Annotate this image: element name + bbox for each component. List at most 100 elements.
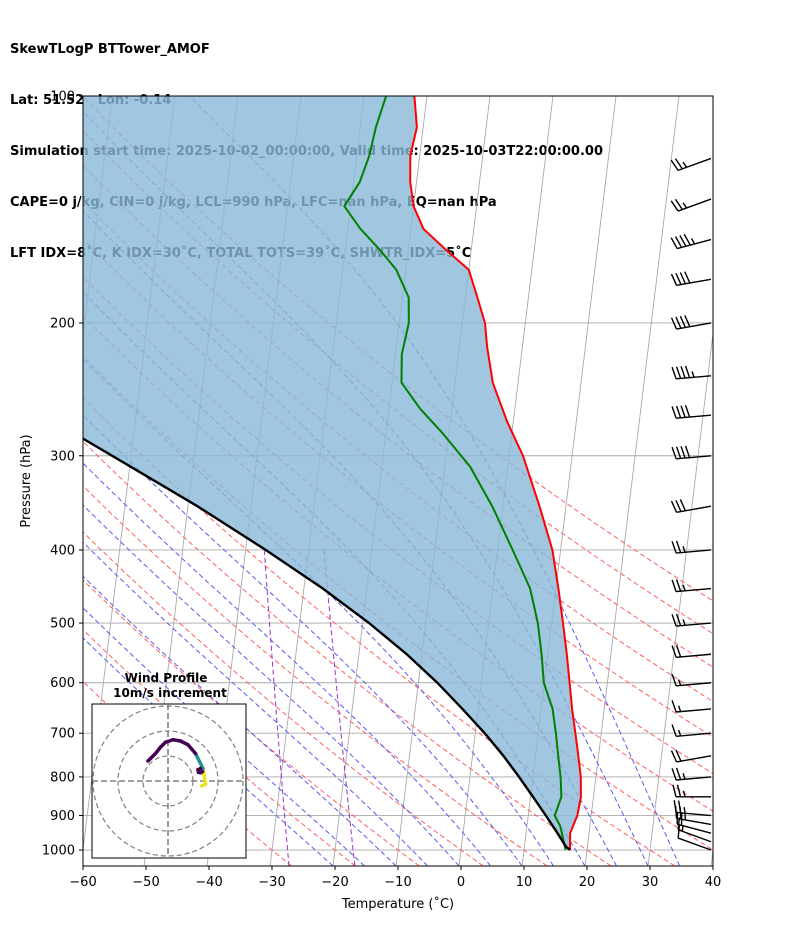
wind-barb-staff [677, 157, 712, 172]
wind-barb-half-feather [682, 202, 688, 209]
wind-barb [677, 825, 712, 851]
moist-adiabat [83, 575, 397, 866]
wind-barb-feather [670, 200, 679, 212]
wind-barb-staff [676, 755, 712, 763]
wind-barb [670, 198, 712, 212]
wind-barb-half-feather [677, 729, 682, 737]
wind-barb-feather [684, 271, 691, 284]
x-tick-label: −40 [195, 875, 222, 890]
parcel-profile-line [83, 437, 571, 851]
wind-barb-feather [680, 446, 686, 459]
wind-barb-feather [671, 366, 677, 380]
wind-barb-feather [675, 767, 682, 780]
wind-barb [670, 499, 712, 514]
wind-barb-feather [675, 316, 682, 329]
x-tick-label: −10 [384, 875, 411, 890]
moist-adiabat [83, 637, 334, 866]
y-tick-label: 1000 [42, 844, 75, 859]
wind-barb-feather [675, 749, 682, 762]
x-tick-label: −60 [69, 875, 96, 890]
wind-barb-feather [675, 366, 682, 379]
wind-barb-staff [676, 776, 712, 781]
wind-barb-feather [675, 499, 682, 512]
wind-barb-staff [677, 829, 712, 843]
wind-barb-feather [671, 406, 677, 419]
wind-barb [671, 644, 712, 658]
wind-barb-feather [670, 500, 678, 513]
wind-barb [671, 579, 712, 593]
y-tick-label: 700 [50, 727, 75, 742]
wind-barb-staff [677, 823, 712, 834]
wind-barb-feather [670, 750, 678, 763]
x-tick-label: −30 [258, 875, 285, 890]
wind-barb-feather [670, 237, 678, 249]
title-station: SkewTLogP BTTower_AMOF [10, 42, 210, 57]
wind-barb-half-feather [682, 790, 686, 797]
wind-barb-feather [671, 446, 677, 460]
moist-adiabat [83, 462, 491, 866]
wind-barb-feather [677, 825, 681, 839]
y-tick-label: 100 [50, 90, 75, 105]
wind-barb-feather [684, 405, 691, 418]
wind-barb-feather [674, 236, 683, 248]
wind-barb-staff [677, 837, 712, 851]
wind-barb-feather [671, 768, 677, 781]
y-tick-label: 600 [50, 676, 75, 691]
wind-barb [673, 800, 712, 817]
moist-adiabat [83, 541, 428, 866]
wind-barb-feather [671, 579, 677, 592]
profile-layer [83, 96, 582, 851]
wind-barb-half-feather [677, 705, 682, 712]
y-axis-label: Pressure (hPa) [19, 434, 34, 527]
wind-barb-half-feather [682, 773, 686, 780]
wind-barb-feather [670, 317, 678, 330]
mixing-ratio-line [323, 549, 356, 866]
y-tick-label: 200 [50, 316, 75, 331]
wind-barb [670, 233, 712, 250]
wind-barb-staff [676, 278, 712, 287]
y-tick-label: 900 [50, 809, 75, 824]
wind-barb-staff [676, 653, 712, 658]
hodograph-segment [186, 743, 198, 756]
wind-barb-staff [676, 455, 712, 460]
wind-barb-half-feather [682, 161, 688, 168]
wind-barb-staff [676, 708, 712, 713]
wind-barb-feather [675, 644, 682, 658]
y-tick-label: 300 [50, 449, 75, 464]
wind-barb-staff [676, 587, 712, 593]
moist-adiabat [83, 414, 523, 866]
wind-barb-feather [670, 159, 679, 171]
wind-barb-half-feather [682, 546, 686, 553]
mixing-ratio-line [263, 549, 290, 866]
wind-barb-feather [675, 579, 682, 592]
wind-barb-feather [673, 800, 677, 813]
wind-barb-feather [676, 784, 682, 797]
wind-barb-half-feather [683, 807, 686, 814]
wind-barb-feather [675, 405, 682, 419]
isotherm-gridline [710, 846, 713, 866]
wind-barb [670, 749, 712, 763]
wind-barb-staff [677, 198, 712, 212]
dewpoint-line [343, 96, 567, 851]
x-axis-label: Temperature (˚C) [341, 896, 454, 912]
dry-adiabat [83, 485, 548, 866]
wind-barb-feather [670, 273, 678, 286]
wind-barb [670, 157, 712, 172]
wind-barb-feather [675, 446, 682, 459]
wind-barb-staff [676, 682, 712, 687]
wind-barbs [670, 157, 712, 851]
hodograph-subtitle: 10m/s increment [113, 686, 227, 700]
wind-barb-half-feather [677, 679, 682, 686]
wind-barb-feather [674, 158, 683, 170]
wind-barb-feather [684, 445, 691, 458]
wind-barb-feather [683, 233, 691, 246]
moist-adiabat [83, 504, 460, 866]
wind-barb [670, 271, 712, 287]
hodograph-segment [193, 751, 205, 771]
wind-barb-staff [676, 549, 712, 554]
y-tick-label: 800 [50, 770, 75, 785]
wind-barb-feather [675, 272, 682, 285]
wind-barb-staff [676, 505, 712, 514]
y-tick-label: 400 [50, 543, 75, 558]
wind-barb-feather [674, 198, 683, 210]
